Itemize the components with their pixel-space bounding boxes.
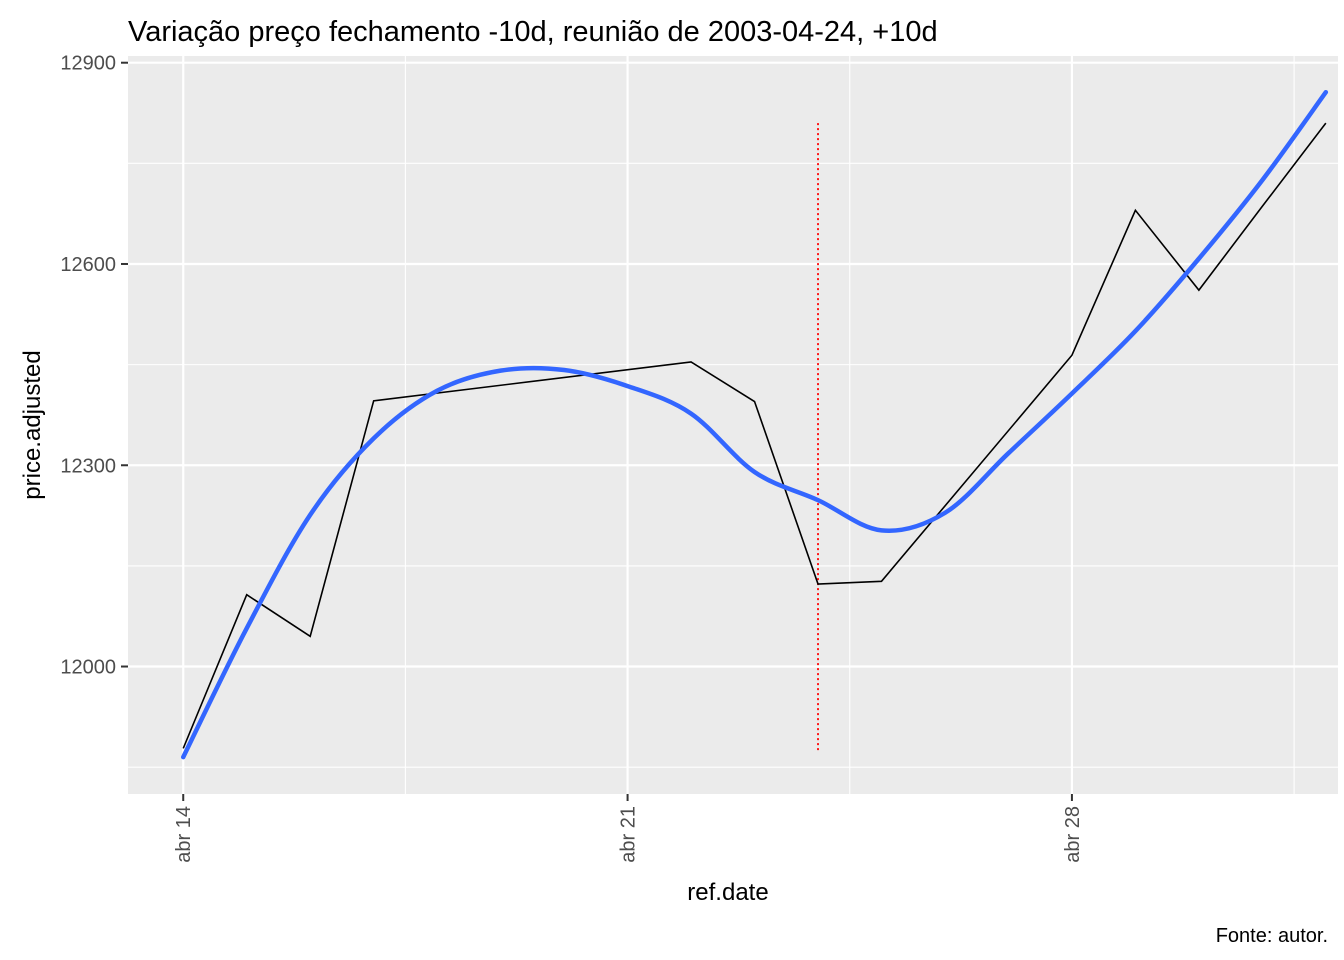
data-point xyxy=(436,389,439,392)
data-point xyxy=(1197,289,1200,292)
y-axis: 12000 12300 12600 12900 xyxy=(60,53,128,679)
data-point xyxy=(372,399,375,402)
y-tick-label: 12300 xyxy=(60,455,116,477)
data-point xyxy=(817,583,820,586)
data-point xyxy=(626,385,629,388)
series-line-price xyxy=(182,122,1327,749)
data-point xyxy=(1070,354,1073,357)
data-point xyxy=(245,627,248,630)
data-point xyxy=(943,511,946,514)
data-point xyxy=(499,369,502,372)
y-tick-label: 12900 xyxy=(60,53,116,75)
data-point xyxy=(1324,122,1327,125)
x-axis-title: ref.date xyxy=(687,879,768,906)
data-point xyxy=(753,400,756,403)
plot-panel xyxy=(128,56,1338,794)
x-tick-label: abr 14 xyxy=(173,806,195,863)
x-tick-label: abr 28 xyxy=(1062,806,1084,863)
chart-title: Variação preço fechamento -10d, reunião … xyxy=(128,16,938,48)
data-point xyxy=(1261,179,1264,182)
data-point xyxy=(182,747,185,750)
data-point xyxy=(690,360,693,363)
data-point xyxy=(1324,91,1327,94)
grid-lines xyxy=(128,56,1338,794)
data-point xyxy=(309,513,312,516)
data-point xyxy=(1134,209,1137,212)
x-tick-label: abr 21 xyxy=(618,806,640,863)
data-point xyxy=(817,499,820,502)
data-point xyxy=(1070,392,1073,395)
x-axis: abr 14 abr 21 abr 28 xyxy=(173,794,1084,863)
y-tick-label: 12000 xyxy=(60,657,116,679)
data-point xyxy=(372,437,375,440)
data-point xyxy=(245,593,248,596)
series-marks xyxy=(180,89,1329,760)
data-point xyxy=(880,580,883,583)
data-point xyxy=(1197,257,1200,260)
data-point xyxy=(690,412,693,415)
data-point xyxy=(563,368,566,371)
data-point xyxy=(1261,205,1264,208)
series-line-smooth xyxy=(180,89,1329,760)
data-point xyxy=(1007,452,1010,455)
data-point xyxy=(309,635,312,638)
caption: Fonte: autor. xyxy=(1216,925,1328,947)
data-point xyxy=(880,529,883,532)
data-point xyxy=(1134,330,1137,333)
data-point xyxy=(753,470,756,473)
data-point xyxy=(182,756,185,759)
y-tick-label: 12600 xyxy=(60,254,116,276)
y-axis-title: price.adjusted xyxy=(19,350,46,499)
